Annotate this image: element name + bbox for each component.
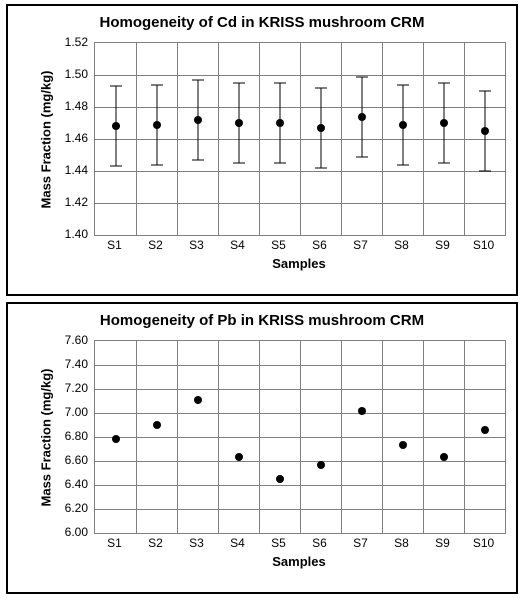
chart-0: Homogeneity of Cd in KRISS mushroom CRM1… [6,4,518,296]
data-point [112,122,120,130]
xtick-label: S3 [176,238,217,252]
xtick-label: S7 [340,536,381,550]
xtick-label: S1 [94,238,135,252]
gridline-v [341,43,342,235]
errorbar-cap [315,87,327,88]
errorbar-cap [397,164,409,165]
data-point [317,124,325,132]
xtick-label: S9 [422,536,463,550]
errorbar-cap [233,83,245,84]
data-point [317,461,325,469]
data-point [153,421,161,429]
data-point [235,119,243,127]
data-point [481,127,489,135]
errorbar-cap [233,163,245,164]
errorbar-cap [274,83,286,84]
plot-area [94,340,506,534]
data-point [399,121,407,129]
gridline-v [341,341,342,533]
gridline-v [136,341,137,533]
gridline-v [300,43,301,235]
data-point [276,119,284,127]
errorbar-cap [479,171,491,172]
errorbar-cap [192,79,204,80]
xtick-label: S8 [381,238,422,252]
xtick-label: S4 [217,536,258,550]
errorbar-cap [110,166,122,167]
y-axis-label: Mass Fraction (mg/kg) [39,43,54,235]
errorbar-cap [151,84,163,85]
xtick-label: S2 [135,536,176,550]
xtick-label: S5 [258,536,299,550]
chart-1: Homogeneity of Pb in KRISS mushroom CRM6… [6,302,518,594]
xtick-label: S10 [463,238,504,252]
gridline-v [464,43,465,235]
gridline-v [423,43,424,235]
gridline-v [218,43,219,235]
gridline-v [382,341,383,533]
chart-title: Homogeneity of Pb in KRISS mushroom CRM [8,312,516,329]
data-point [276,475,284,483]
xtick-label: S3 [176,536,217,550]
xtick-label: S10 [463,536,504,550]
gridline-v [177,341,178,533]
xtick-label: S2 [135,238,176,252]
errorbar-cap [274,163,286,164]
gridline-v [136,43,137,235]
chart-title: Homogeneity of Cd in KRISS mushroom CRM [8,14,516,31]
data-point [112,435,120,443]
data-point [358,407,366,415]
gridline-v [218,341,219,533]
data-point [194,396,202,404]
xtick-label: S8 [381,536,422,550]
xtick-label: S5 [258,238,299,252]
gridline-v [259,43,260,235]
xtick-label: S6 [299,238,340,252]
gridline-v [464,341,465,533]
gridline-v [300,341,301,533]
x-axis-label: Samples [94,554,504,569]
plot-area [94,42,506,236]
gridline-v [423,341,424,533]
data-point [440,119,448,127]
errorbar-cap [438,163,450,164]
data-point [194,116,202,124]
data-point [399,441,407,449]
errorbar-cap [397,84,409,85]
y-axis-label: Mass Fraction (mg/kg) [39,341,54,533]
errorbar-cap [479,91,491,92]
xtick-label: S7 [340,238,381,252]
xtick-label: S4 [217,238,258,252]
gridline-v [259,341,260,533]
errorbar-cap [110,86,122,87]
xtick-label: S9 [422,238,463,252]
data-point [153,121,161,129]
gridline-v [382,43,383,235]
errorbar-cap [151,164,163,165]
errorbar-cap [315,167,327,168]
errorbar-cap [356,76,368,77]
data-point [440,453,448,461]
xtick-label: S1 [94,536,135,550]
x-axis-label: Samples [94,256,504,271]
errorbar-cap [192,159,204,160]
data-point [235,453,243,461]
gridline-v [177,43,178,235]
xtick-label: S6 [299,536,340,550]
errorbar-cap [438,83,450,84]
errorbar-cap [356,156,368,157]
data-point [481,426,489,434]
data-point [358,113,366,121]
